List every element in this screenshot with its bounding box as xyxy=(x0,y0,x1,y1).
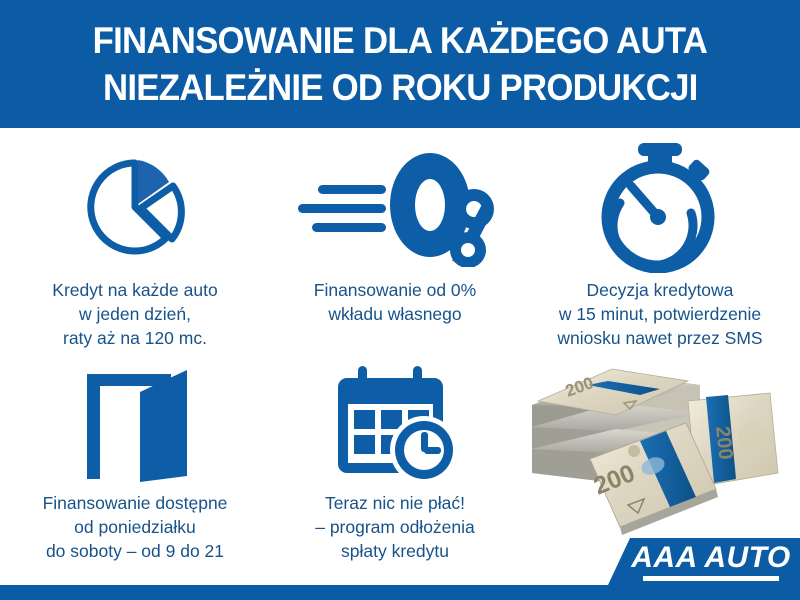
feature-caption-credit: Kredyt na każde auto w jeden dzień, raty… xyxy=(52,280,218,348)
stopwatch-icon xyxy=(590,136,730,278)
aaa-auto-logo[interactable]: AAA AUTO xyxy=(608,538,800,585)
calendar-clock-icon xyxy=(320,361,470,491)
feature-item-credit: Kredyt na każde auto w jeden dzień, raty… xyxy=(0,136,270,361)
header-title-line-2: NIEZALEŻNIE OD ROKU PRODUKCJI xyxy=(102,67,698,108)
feature-caption-zero-percent: Finansowanie od 0% wkładu własnego xyxy=(313,280,477,324)
feature-caption-decision-time: Decyzja kredytowa w 15 minut, potwierdze… xyxy=(557,280,763,348)
zero-percent-icon xyxy=(290,136,500,278)
feature-caption-opening-hours: Finansowanie dostępne od poniedziałku do… xyxy=(42,493,228,561)
logo-underline xyxy=(643,575,779,581)
feature-item-zero-percent: Finansowanie od 0% wkładu własnego xyxy=(265,136,525,361)
money-stacks-photo: 200 200 200 xyxy=(520,355,800,535)
header-title-line-1: FINANSOWANIE DLA KAŻDEGO AUTA xyxy=(92,20,708,61)
pie-chart-icon xyxy=(65,136,205,278)
header-banner: FINANSOWANIE DLA KAŻDEGO AUTA NIEZALEŻNI… xyxy=(0,0,800,128)
bottom-accent-bar xyxy=(0,585,800,600)
feature-item-decision-time: Decyzja kredytowa w 15 minut, potwierdze… xyxy=(520,136,800,361)
logo-text: AAA AUTO xyxy=(631,540,791,574)
feature-item-deferred-payment: Teraz nic nie płać! – program odłożenia … xyxy=(265,361,525,585)
open-door-icon xyxy=(55,361,215,491)
feature-item-opening-hours: Finansowanie dostępne od poniedziałku do… xyxy=(0,361,270,585)
svg-text:200: 200 xyxy=(711,425,736,460)
feature-grid: Kredyt na każde auto w jeden dzień, raty… xyxy=(0,128,800,585)
feature-caption-deferred-payment: Teraz nic nie płać! – program odłożenia … xyxy=(315,493,475,561)
